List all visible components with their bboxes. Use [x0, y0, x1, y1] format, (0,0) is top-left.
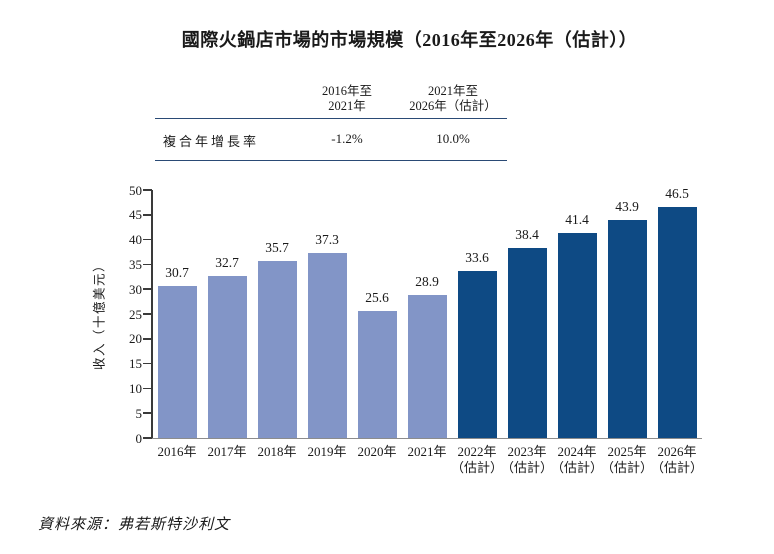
bar-value-label: 32.7 [215, 254, 239, 270]
y-tick-mark [143, 189, 152, 191]
x-tick-label-year: 2016年 [157, 444, 197, 459]
x-tick-label-estimate: （估計） [500, 460, 553, 475]
x-tick-label: 2025年 （估計） [592, 444, 662, 476]
y-tick-mark [143, 338, 152, 340]
y-tick-label: 40 [129, 232, 142, 248]
y-tick-label: 30 [129, 281, 142, 297]
bar-value-label: 43.9 [615, 199, 639, 215]
x-tick-label-year: 2019年 [307, 444, 347, 459]
x-tick-label-year: 2022年 [457, 444, 497, 459]
x-tick-label: 2016年 [142, 444, 212, 460]
bar-value-label: 25.6 [365, 290, 389, 306]
cagr-table-data-row: 複合年增長率 -1.2% 10.0% [155, 119, 507, 161]
x-tick-label: 2024年 （估計） [542, 444, 612, 476]
cagr-header-line: 2021年 [328, 99, 366, 113]
plot-area: 0 5 10 15 20 25 30 35 40 45 50 30.7 2016年 32.7 2017年 35… [129, 184, 703, 476]
x-tick-label-estimate: （估計） [600, 460, 653, 475]
bar-value-label: 33.6 [465, 250, 489, 266]
bar-value-label: 30.7 [165, 264, 189, 280]
y-tick-label: 10 [129, 380, 142, 396]
bar [507, 247, 547, 438]
bar [357, 311, 397, 438]
x-tick-label-year: 2023年 [507, 444, 547, 459]
x-tick-label-year: 2017年 [207, 444, 247, 459]
bar [557, 232, 597, 438]
y-tick-label: 20 [129, 331, 142, 347]
y-tick-label: 35 [129, 256, 142, 272]
cagr-table-header-row: 2016年至 2021年 2021年至 2026年（估計） [155, 84, 507, 119]
x-tick-label: 2020年 [342, 444, 412, 460]
x-tick-label: 2019年 [292, 444, 362, 460]
cagr-header-line: 2026年（估計） [409, 99, 497, 113]
x-tick-label-year: 2018年 [257, 444, 297, 459]
y-tick-mark [143, 387, 152, 390]
bar [257, 260, 297, 438]
x-tick-label: 2023年 （估計） [492, 444, 562, 476]
cagr-table: 2016年至 2021年 2021年至 2026年（估計） 複合年增長率 -1.… [155, 84, 507, 161]
chart-title: 國際火鍋店市場的市場規模（2016年至2026年（估計）） [181, 30, 638, 50]
x-tick-label: 2022年 （估計） [442, 444, 512, 476]
bar-value-label: 46.5 [665, 186, 689, 202]
x-tick-label: 2021年 [392, 444, 462, 460]
y-tick-label: 0 [135, 430, 143, 446]
y-tick-mark [143, 263, 152, 266]
cagr-header-line: 2021年至 [427, 84, 478, 98]
bar [407, 294, 447, 438]
cagr-col-header-2016-2021: 2016年至 2021年 [295, 84, 399, 118]
x-tick-label-year: 2021年 [407, 444, 447, 459]
y-tick-label: 50 [129, 182, 142, 198]
x-axis-line [151, 437, 702, 439]
y-tick-label: 25 [129, 306, 142, 322]
bar [457, 271, 497, 438]
bar [207, 275, 247, 438]
x-tick-label-year: 2026年 [657, 444, 697, 459]
x-tick-label: 2018年 [242, 444, 312, 460]
bar [607, 220, 647, 438]
bar-value-label: 35.7 [265, 239, 289, 255]
cagr-header-line: 2016年至 [321, 84, 372, 98]
cagr-row-label: 複合年增長率 [163, 134, 260, 149]
bar-value-label: 28.9 [415, 273, 439, 289]
bar-value-label: 37.3 [315, 231, 339, 247]
y-tick-mark [143, 362, 152, 365]
y-tick-label: 15 [129, 356, 142, 372]
x-tick-label-estimate: （估計） [450, 460, 503, 475]
x-tick-label-year: 2025年 [607, 444, 647, 459]
bar-value-label: 38.4 [515, 226, 539, 242]
y-tick-mark [143, 214, 152, 216]
cagr-header-spacer [155, 84, 295, 118]
x-tick-label-estimate: （估計） [650, 460, 703, 475]
source-note: 資料來源：弗若斯特沙利文 [38, 517, 231, 533]
cagr-value-2021-2026: 10.0% [436, 131, 470, 146]
y-tick-mark [143, 412, 152, 414]
y-tick-label: 5 [135, 405, 143, 421]
x-tick-label-estimate: （估計） [550, 460, 603, 475]
x-tick-label-year: 2020年 [357, 444, 397, 459]
bar [157, 285, 197, 438]
cagr-value-2016-2021: -1.2% [331, 131, 363, 146]
x-tick-label-year: 2024年 [557, 444, 597, 459]
cagr-col-header-2021-2026: 2021年至 2026年（估計） [399, 84, 507, 118]
y-tick-label: 45 [129, 207, 142, 223]
y-tick-mark [143, 437, 152, 439]
x-tick-label: 2017年 [192, 444, 262, 460]
bar [307, 253, 347, 438]
y-tick-mark [143, 288, 152, 290]
x-tick-label: 2026年 （估計） [642, 444, 712, 476]
bar [657, 207, 697, 438]
bar-value-label: 41.4 [565, 211, 589, 227]
y-tick-mark [143, 313, 152, 315]
y-tick-mark [143, 238, 152, 241]
